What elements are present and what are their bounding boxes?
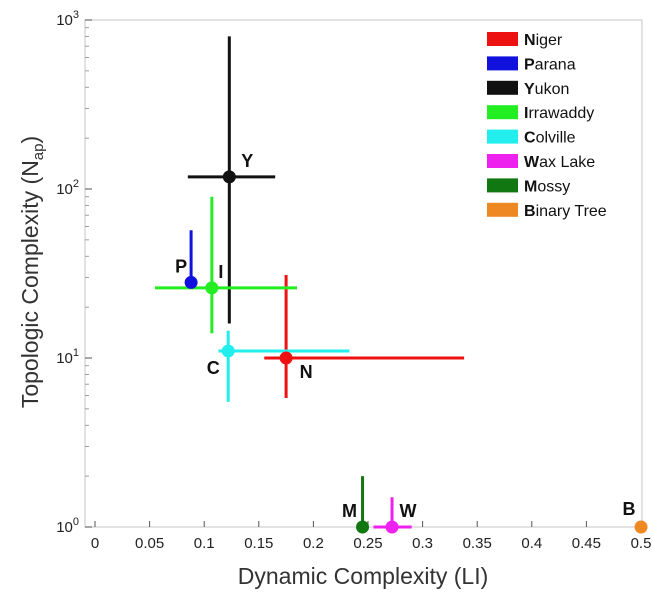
point-label: C (207, 358, 220, 378)
legend-entry: Wax Lake (524, 154, 595, 171)
axis-ticks: 0 0.05 0.1 0.15 0.2 0.25 0.3 0.35 0.4 0.45 0.5 100 1… (56, 9, 651, 552)
legend-entry: Yukon (524, 81, 569, 98)
legend-swatch (487, 129, 518, 144)
point-label: P (175, 256, 187, 276)
x-tick-label: 0.15 (244, 535, 273, 552)
legend-entry: Mossy (524, 178, 570, 195)
data-marks (155, 36, 648, 534)
y-axis-title-close: ) (17, 136, 43, 144)
x-tick-label: 0.5 (631, 535, 652, 552)
x-tick-label: 0.2 (303, 535, 324, 552)
data-point (279, 351, 293, 365)
plot-frame (84, 19, 643, 528)
legend-swatch (487, 80, 518, 95)
x-tick-label: 0.35 (463, 535, 492, 552)
y-axis-title-main: Topologic Complexity (N (17, 160, 43, 408)
legend-swatch (487, 56, 518, 71)
x-tick-label: 0.25 (353, 535, 382, 552)
x-tick-label: 0.1 (194, 535, 215, 552)
x-tick-label: 0.4 (521, 535, 542, 552)
legend-swatch (487, 154, 518, 168)
y-axis-title-subscript: ap (30, 144, 47, 161)
y-tick-label: 100 (56, 516, 79, 536)
point-label: M (342, 501, 357, 521)
point-label: Y (241, 151, 253, 171)
y-tick-label: 101 (56, 347, 79, 367)
legend-swatch (487, 105, 518, 120)
data-point (221, 344, 235, 358)
x-axis-title: Dynamic Complexity (LI) (238, 563, 489, 589)
data-point (385, 520, 399, 534)
x-tick-label: 0.05 (135, 535, 164, 552)
point-labels: N P Y I C W M B (175, 151, 635, 521)
data-point (356, 520, 370, 534)
legend-entry: Irrawaddy (524, 105, 594, 122)
point-label: N (300, 362, 313, 382)
data-point (205, 281, 219, 295)
x-tick-label: 0 (91, 535, 99, 552)
legend-entry: Niger (524, 32, 563, 49)
legend: Niger Parana Yukon Irrawaddy Colville Wax Lak… (487, 32, 607, 220)
data-point (184, 275, 198, 289)
data-point (222, 170, 236, 184)
point-label: I (218, 262, 223, 282)
x-tick-label: 0.45 (572, 535, 601, 552)
legend-swatch (487, 32, 518, 46)
point-label: B (623, 499, 636, 519)
y-tick-label: 103 (56, 9, 79, 29)
point-label: W (400, 501, 417, 521)
legend-entry: Colville (524, 130, 576, 147)
x-tick-label: 0.3 (412, 535, 433, 552)
y-tick-label: 102 (56, 178, 79, 198)
legend-swatch (487, 202, 518, 217)
legend-entry: Binary Tree (524, 203, 607, 220)
data-point (634, 520, 648, 534)
y-axis-title: Topologic Complexity (Nap) (17, 136, 47, 408)
legend-swatch (487, 178, 518, 193)
legend-entry: Parana (524, 56, 576, 73)
